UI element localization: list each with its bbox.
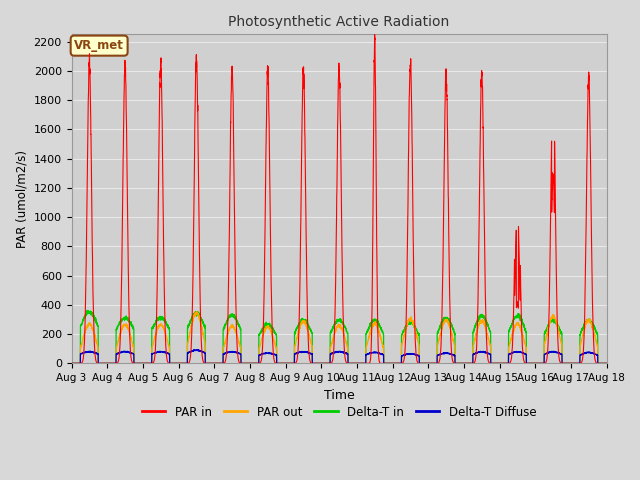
X-axis label: Time: Time <box>324 389 355 402</box>
Legend: PAR in, PAR out, Delta-T in, Delta-T Diffuse: PAR in, PAR out, Delta-T in, Delta-T Dif… <box>137 401 541 423</box>
Text: VR_met: VR_met <box>74 39 124 52</box>
Y-axis label: PAR (umol/m2/s): PAR (umol/m2/s) <box>15 150 28 248</box>
Title: Photosynthetic Active Radiation: Photosynthetic Active Radiation <box>228 15 450 29</box>
